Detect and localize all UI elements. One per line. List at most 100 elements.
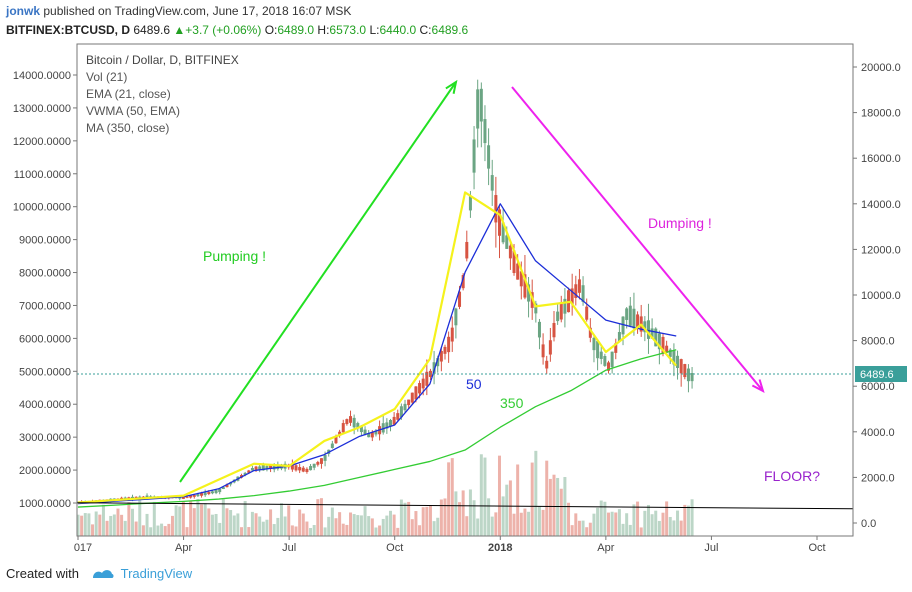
- candle-body: [214, 490, 218, 494]
- volume-bar: [396, 527, 400, 536]
- volume-bar: [625, 513, 629, 536]
- volume-bar: [388, 510, 392, 536]
- volume-bar: [541, 509, 545, 536]
- candle-body: [374, 430, 378, 435]
- left-axis-label: 12000.0000: [13, 136, 71, 148]
- volume-bar: [439, 499, 443, 536]
- candle-body: [632, 308, 636, 329]
- candle-body: [407, 399, 411, 406]
- annotation-arrows: [179, 79, 765, 483]
- plot-frame: [76, 43, 854, 537]
- volume-bar: [588, 522, 592, 536]
- right-axis-label: 16000.0: [861, 153, 901, 165]
- candle-body: [512, 250, 516, 274]
- volume-bar: [345, 524, 349, 536]
- volume-bar: [487, 498, 491, 536]
- volume-bar: [370, 518, 374, 536]
- volume-bar: [581, 520, 585, 536]
- candle-body: [690, 373, 694, 382]
- candle-body: [247, 470, 251, 473]
- volume-bar: [650, 514, 654, 536]
- candle-body: [505, 235, 509, 249]
- volume-bar: [410, 519, 414, 536]
- volume-bar: [229, 510, 233, 536]
- low-label: L:: [369, 23, 380, 37]
- volume-bar: [167, 523, 171, 536]
- symbol-label: BITFINEX:BTCUSD, D: [6, 23, 130, 37]
- volume-bar: [414, 511, 418, 536]
- candle-body: [436, 358, 440, 367]
- candle-body: [650, 328, 654, 339]
- volume-bar: [443, 498, 447, 536]
- volume-bar: [210, 514, 214, 536]
- candle-body: [603, 356, 607, 366]
- volume-bar: [261, 521, 265, 536]
- ma-350-line: [77, 349, 677, 508]
- publish-text: published on TradingView.com, June 17, 2…: [40, 4, 352, 18]
- candle-body: [359, 425, 363, 433]
- volume-bar: [98, 514, 102, 536]
- volume-bar: [447, 462, 451, 536]
- volume-bar: [334, 518, 338, 536]
- volume-bar: [265, 519, 269, 536]
- volume-bar: [683, 504, 687, 536]
- candle-body: [508, 245, 512, 259]
- volume-bar: [661, 512, 665, 536]
- volume-bar: [76, 514, 80, 536]
- ma-label: 350: [500, 395, 524, 411]
- candle-body: [527, 284, 531, 302]
- volume-bar: [617, 509, 621, 536]
- candle-body: [229, 482, 233, 485]
- candle-body: [385, 422, 389, 429]
- price-chart[interactable]: 0.0 2000.0 4000.0 6000.0 8000.0 10000.0 12000.…: [0, 40, 912, 556]
- created-with-text: Created with: [6, 566, 79, 581]
- volume-bar: [309, 527, 313, 536]
- candle-body: [654, 328, 658, 347]
- volume-bar: [225, 508, 229, 536]
- candle-body: [221, 487, 225, 490]
- volume-bar: [403, 502, 407, 536]
- volume-bar: [91, 524, 95, 536]
- volume-bar: [567, 502, 571, 536]
- volume-bar: [196, 498, 200, 536]
- volume-bar: [258, 516, 262, 536]
- volume-bar: [614, 512, 618, 536]
- close-label: C:: [419, 23, 432, 37]
- candle-body: [210, 491, 214, 494]
- volume-bar: [450, 458, 454, 536]
- candle-body: [672, 350, 676, 365]
- candle-body: [305, 468, 309, 472]
- right-axis-label: 12000.0: [861, 244, 901, 256]
- volume-bars: [76, 450, 694, 536]
- volume-bar: [359, 515, 363, 536]
- candle-body: [243, 472, 247, 476]
- volume-bar: [468, 489, 472, 536]
- candle-body: [657, 333, 661, 350]
- author-link[interactable]: jonwk: [6, 4, 41, 18]
- candle-body: [563, 298, 567, 314]
- volume-bar: [610, 511, 614, 536]
- change-up-icon: ▲: [173, 23, 186, 37]
- candle-body: [628, 305, 632, 326]
- volume-bar: [181, 501, 185, 536]
- volume-bar: [505, 484, 509, 536]
- volume-bar: [112, 514, 116, 536]
- right-axis-label: 4000.0: [861, 427, 895, 439]
- volume-bar: [272, 524, 276, 536]
- left-axis-label: 1000.0000: [19, 498, 71, 510]
- volume-bar: [497, 455, 501, 536]
- candle-body: [610, 351, 614, 368]
- candle-body: [574, 284, 578, 298]
- tradingview-link[interactable]: TradingView: [120, 566, 193, 581]
- high-value: 6573.0: [329, 23, 367, 37]
- volume-bar: [316, 499, 320, 536]
- volume-bar: [548, 478, 552, 536]
- volume-bar: [537, 506, 541, 536]
- candle-body: [668, 349, 672, 357]
- volume-bar: [385, 515, 389, 536]
- legend-item-ema: EMA (21, close): [86, 87, 171, 101]
- candle-body: [276, 464, 280, 470]
- open-label: O:: [264, 23, 278, 37]
- volume-bar: [312, 525, 316, 536]
- x-axis-label: Apr: [175, 542, 192, 554]
